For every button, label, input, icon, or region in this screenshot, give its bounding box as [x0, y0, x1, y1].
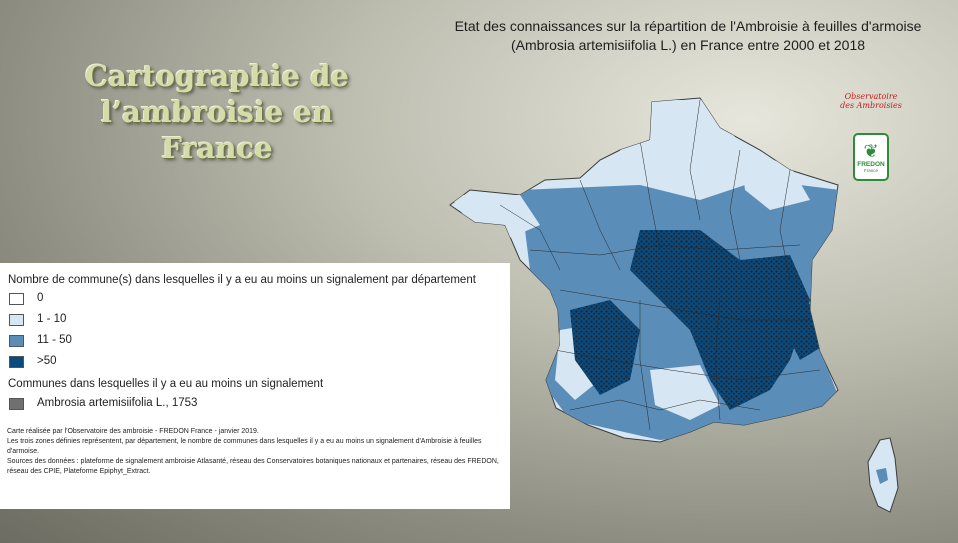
- legend-swatch: [9, 335, 24, 347]
- slide-title: Cartographie de l’ambroisie en France: [85, 59, 349, 165]
- points-heading: Communes dans lesquelles il y a eu au mo…: [8, 378, 324, 390]
- zone-gt50-west: [570, 300, 640, 395]
- zone-1-10-northeast: [740, 150, 810, 210]
- fredon-logo-subtext: France: [863, 168, 878, 173]
- zone-1-10-south: [650, 365, 720, 420]
- legend-heading: Nombre de commune(s) dans lesquelles il …: [8, 274, 476, 286]
- observatoire-logo-text: Observatoire des Ambroisies: [840, 92, 902, 110]
- zone-1-10-west: [450, 195, 540, 240]
- legend-swatch: [9, 314, 24, 326]
- legend-label: >50: [37, 355, 57, 367]
- credits-line: Sources des données : plateforme de sign…: [7, 458, 499, 475]
- mainland-france: [449, 97, 839, 443]
- observatoire-logo: Observatoire des Ambroisies: [837, 80, 905, 122]
- legend-label: 1 - 10: [37, 313, 67, 325]
- legend-panel: Nombre de commune(s) dans lesquelles il …: [0, 263, 510, 509]
- department-boundaries: [499, 99, 821, 431]
- credits-line: Carte réalisée par l'Observatoire des am…: [7, 428, 259, 435]
- credits-line: Les trois zones définies représentent, p…: [7, 438, 482, 455]
- legend-label: 11 - 50: [37, 334, 72, 346]
- credits: Carte réalisée par l'Observatoire des am…: [7, 427, 502, 477]
- legend-swatch: [9, 356, 24, 368]
- map-title: Etat des connaissances sur la répartitio…: [454, 18, 922, 53]
- points-swatch: [9, 398, 24, 410]
- zone-gt50-center: [630, 230, 810, 410]
- fredon-logo-text: FREDON: [857, 161, 885, 168]
- points-label: Ambrosia artemisiifolia L., 1753: [37, 397, 198, 409]
- legend-swatch: [9, 293, 24, 305]
- legend-label: 0: [37, 292, 44, 304]
- fredon-logo: ❦ FREDON France: [853, 133, 889, 181]
- corsica-hotspot: [876, 468, 888, 484]
- leaf-icon: ❦: [863, 141, 879, 161]
